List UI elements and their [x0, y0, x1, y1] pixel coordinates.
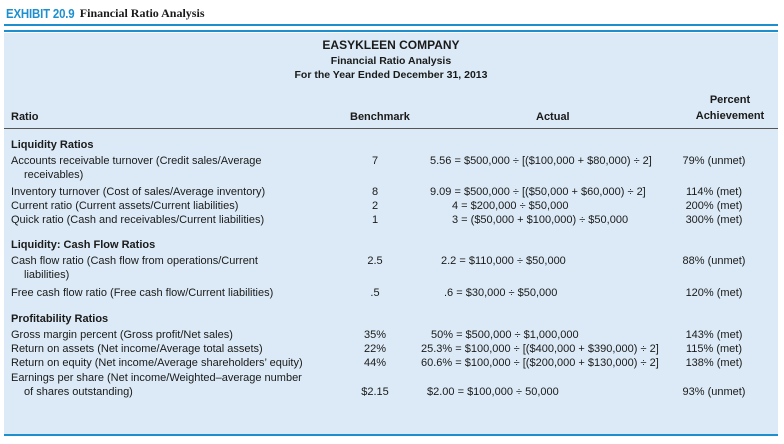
report-period: For the Year Ended December 31, 2013	[294, 69, 488, 81]
col-ratio: Ratio	[11, 111, 39, 123]
benchmark-value: 44%	[363, 357, 387, 369]
header-divider	[4, 128, 778, 129]
percent-value: 120% (met)	[685, 287, 743, 299]
ratio-label: Free cash flow ratio (Free cash flow/Cur…	[11, 287, 274, 299]
actual-value: .6 = $30,000 ÷ $50,000	[444, 287, 558, 299]
ratio-label: Return on assets (Net income/Average tot…	[11, 343, 263, 355]
panel-top-rule	[4, 30, 778, 32]
actual-value: 5.56 = $500,000 ÷ [($100,000 + $80,000) …	[430, 155, 652, 167]
benchmark-value: 8	[371, 186, 379, 198]
col-benchmark: Benchmark	[350, 111, 410, 123]
section-profitability: Profitability Ratios	[11, 313, 109, 325]
col-actual: Actual	[536, 111, 570, 123]
percent-value: 143% (met)	[685, 329, 743, 341]
actual-value: 2.2 = $110,000 ÷ $50,000	[441, 255, 566, 267]
ratio-label: Inventory turnover (Cost of sales/Averag…	[11, 186, 266, 198]
actual-value: 9.09 = $500,000 ÷ [($50,000 + $60,000) ÷…	[430, 186, 646, 198]
benchmark-value: 22%	[363, 343, 387, 355]
exhibit-label: EXHIBIT 20.9	[6, 5, 75, 21]
company-name: EASYKLEEN COMPANY	[322, 38, 460, 52]
exhibit-heading: EXHIBIT 20.9 Financial Ratio Analysis	[6, 3, 204, 23]
ratio-label: Earnings per share (Net income/Weighted–…	[11, 372, 302, 384]
ratio-label-cont: receivables)	[24, 169, 84, 181]
benchmark-value: 2.5	[367, 255, 383, 267]
benchmark-value: 1	[371, 214, 379, 226]
ratio-label-cont: of shares outstanding)	[24, 386, 133, 398]
ratio-label: Quick ratio (Cash and receivables/Curren…	[11, 214, 265, 226]
benchmark-value: .5	[370, 287, 380, 299]
percent-value: 138% (met)	[685, 357, 743, 369]
col-percent-line1: Percent	[709, 94, 751, 106]
actual-value: 3 = ($50,000 + $100,000) ÷ $50,000	[452, 214, 629, 226]
percent-value: 88% (unmet)	[682, 255, 746, 267]
ratio-label: Accounts receivable turnover (Credit sal…	[11, 155, 262, 167]
actual-value: 4 = $200,000 ÷ $50,000	[452, 200, 569, 212]
benchmark-value: $2.15	[361, 386, 389, 398]
actual-value: $2.00 = $100,000 ÷ 50,000	[427, 386, 559, 398]
section-liquidity: Liquidity Ratios	[11, 139, 94, 151]
percent-value: 300% (met)	[685, 214, 743, 226]
percent-value: 79% (unmet)	[682, 155, 746, 167]
actual-value: 60.6% = $100,000 ÷ [($200,000 + $130,000…	[421, 357, 659, 369]
percent-value: 93% (unmet)	[682, 386, 746, 398]
ratio-label: Cash flow ratio (Cash flow from operatio…	[11, 255, 258, 267]
percent-value: 114% (met)	[685, 186, 743, 198]
actual-value: 50% = $500,000 ÷ $1,000,000	[431, 329, 579, 341]
ratio-label-cont: liabilities)	[24, 269, 70, 281]
ratio-table-panel: EASYKLEEN COMPANY Financial Ratio Analys…	[4, 33, 778, 434]
top-rule	[4, 24, 778, 26]
report-title: Financial Ratio Analysis	[330, 55, 452, 67]
exhibit-title: Financial Ratio Analysis	[79, 5, 205, 20]
percent-value: 115% (met)	[685, 343, 743, 355]
bottom-rule	[4, 434, 778, 436]
benchmark-value: 35%	[363, 329, 387, 341]
percent-value: 200% (met)	[685, 200, 743, 212]
benchmark-value: 7	[371, 155, 379, 167]
ratio-label: Gross margin percent (Gross profit/Net s…	[11, 329, 233, 341]
section-cashflow: Liquidity: Cash Flow Ratios	[11, 239, 156, 251]
ratio-label: Return on equity (Net income/Average sha…	[11, 357, 303, 369]
actual-value: 25.3% = $100,000 ÷ [($400,000 + $390,000…	[421, 343, 659, 355]
col-percent-line2: Achievement	[695, 110, 765, 122]
ratio-label: Current ratio (Current assets/Current li…	[11, 200, 239, 212]
benchmark-value: 2	[371, 200, 379, 212]
